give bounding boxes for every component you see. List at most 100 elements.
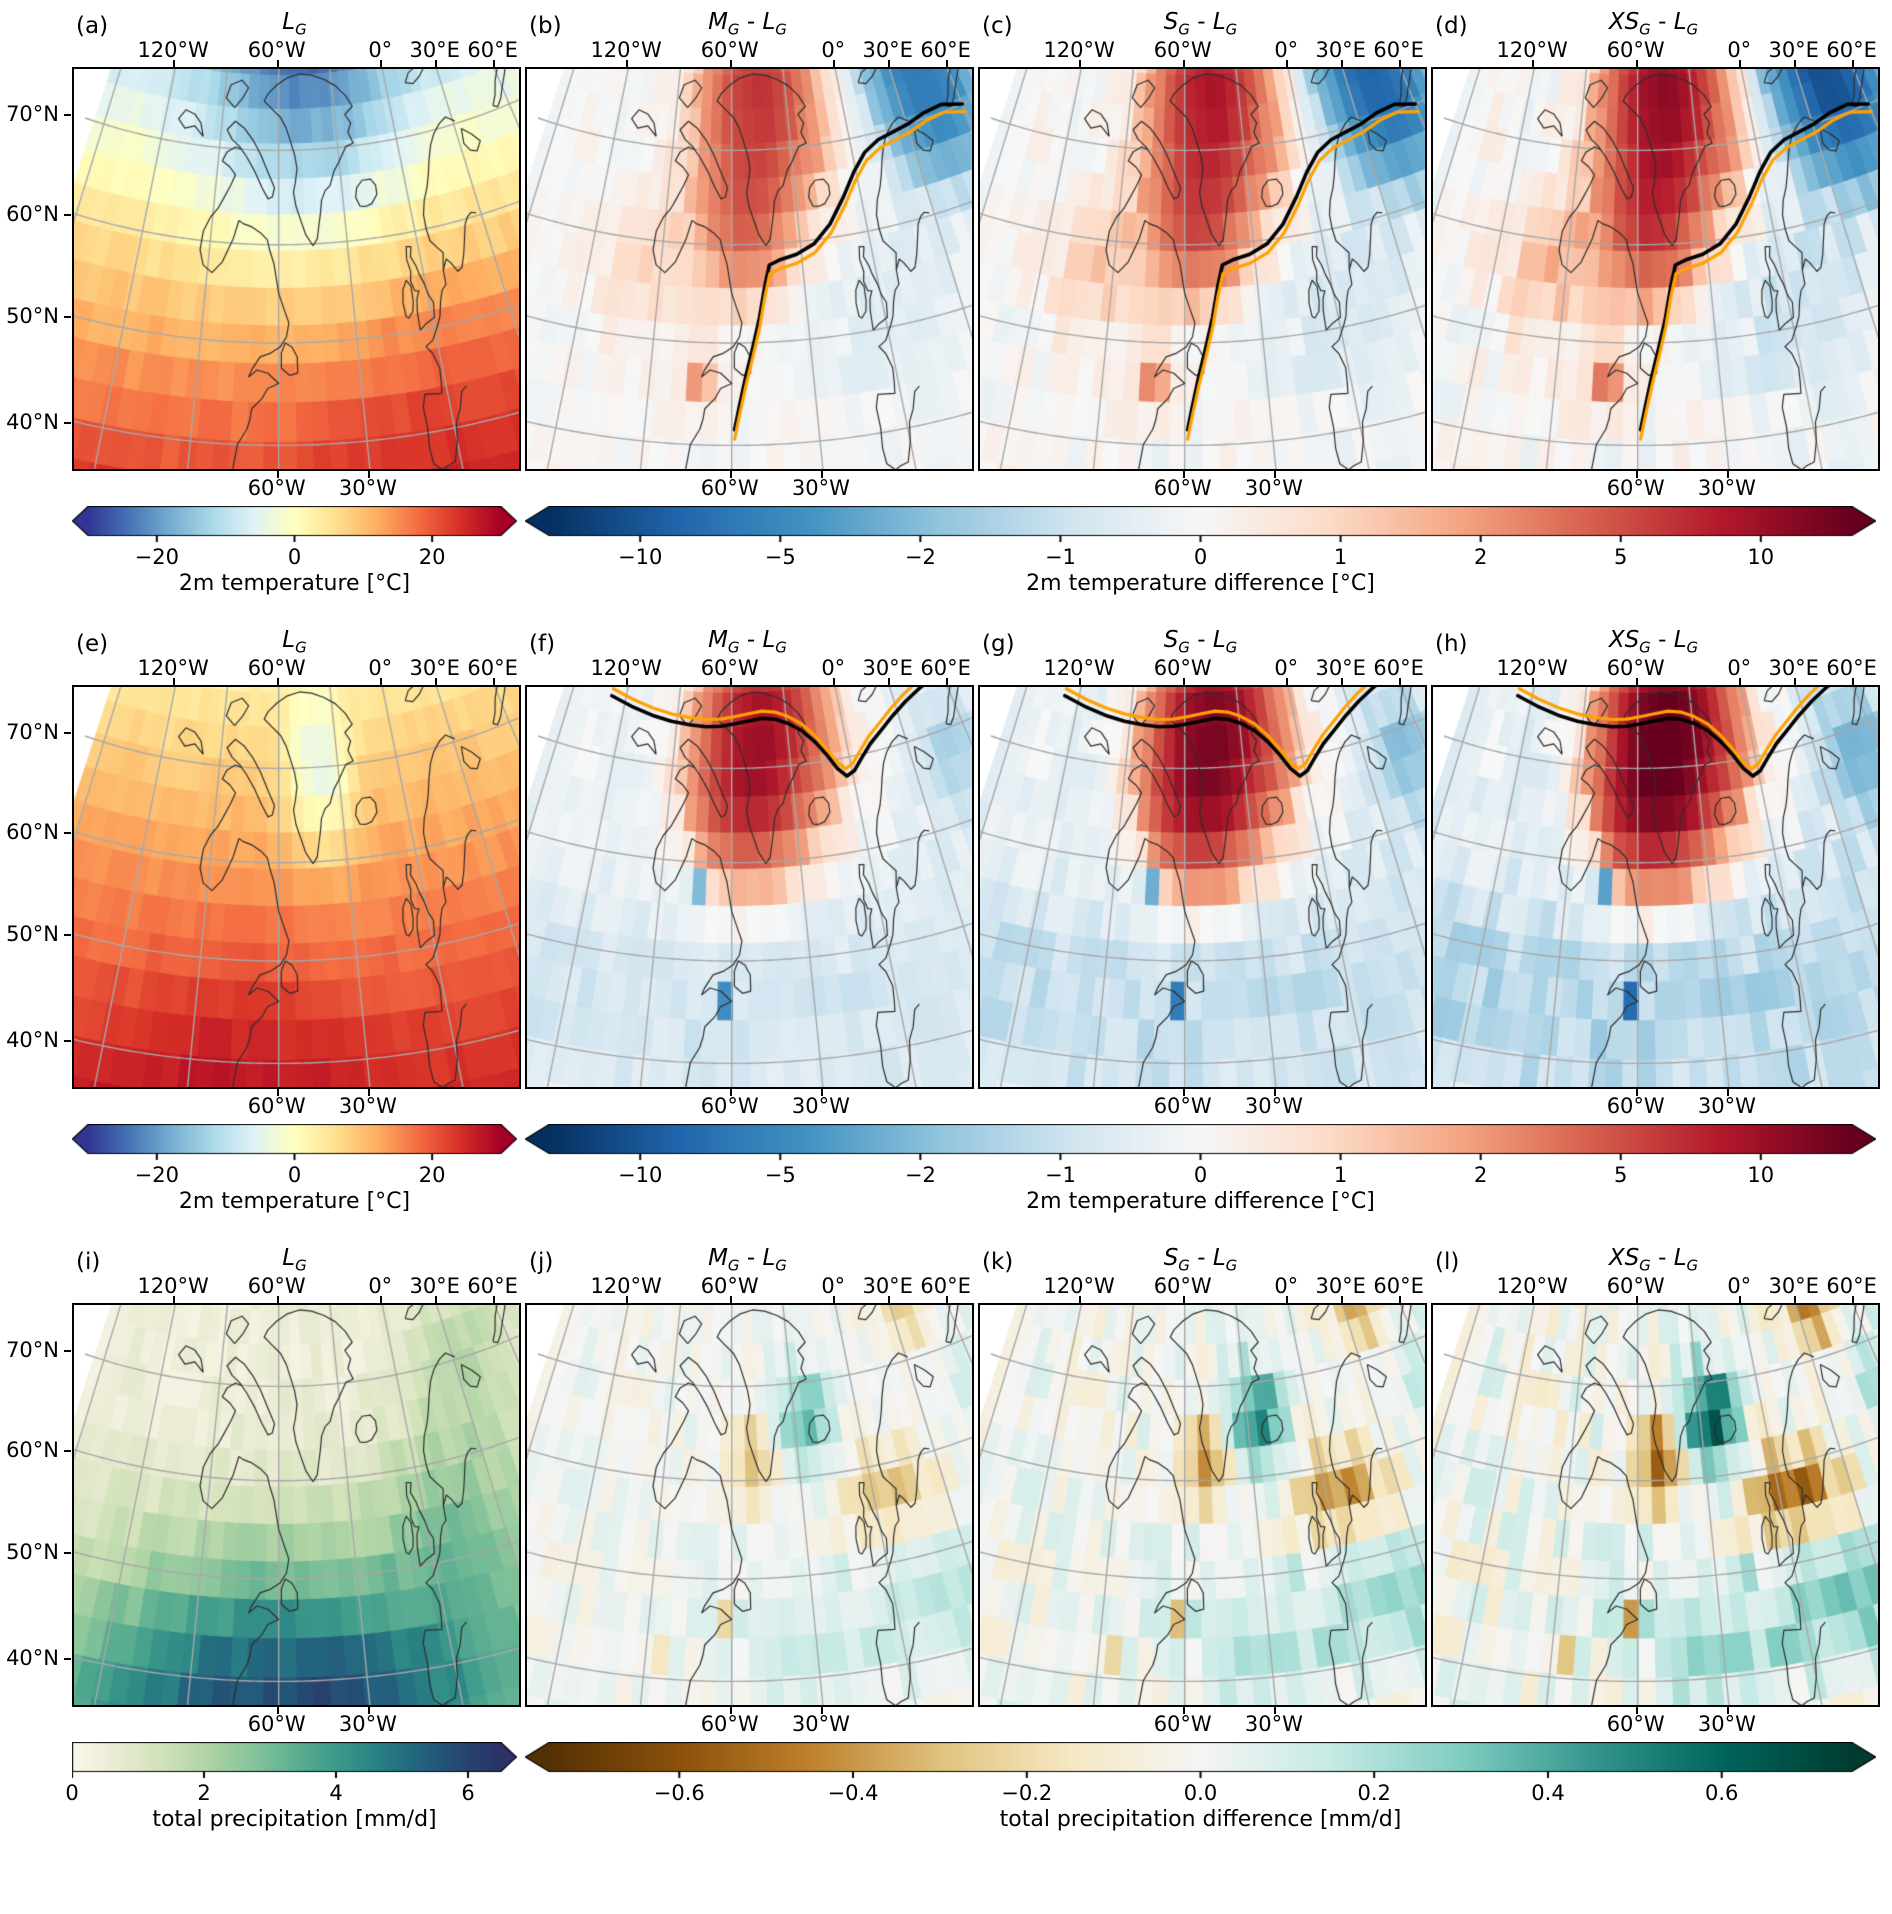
panel-letter: (l) <box>1435 1249 1460 1275</box>
colorbar-temp_diff-row2-canvas <box>525 1124 1876 1162</box>
panel-j: (j) MG - LG 120°W 60°W 0° 30°E 60°E 60°W 30°W <box>525 1244 974 1736</box>
panel-header: (j) MG - LG <box>525 1244 970 1276</box>
lat-tick-label: 60°N <box>6 1437 59 1462</box>
longitude-axis-top: 120°W 60°W 0° 30°E 60°E <box>1431 1274 1877 1303</box>
lon-tick-label: 120°W <box>590 38 662 62</box>
panel-b: (b) MG - LG 120°W 60°W 0° 30°E 60°E 60°W 30°W <box>525 8 974 500</box>
lon-tick-label: 60°W <box>700 476 759 500</box>
panel-header: (h) XSG - LG <box>1431 626 1876 658</box>
longitude-axis-top: 120°W 60°W 0° 30°E 60°E <box>72 38 518 67</box>
lat-tick-mark <box>64 1657 71 1660</box>
colorbar-temp_abs-row2-canvas <box>72 1124 517 1162</box>
colorbar-precip_diff-row3-canvas <box>525 1742 1876 1780</box>
colorbar-temp_diff-row1-title: 2m temperature difference [°C] <box>1026 571 1375 596</box>
longitude-axis-bottom: 60°W 30°W <box>525 1089 970 1118</box>
lon-tick-mark <box>434 60 437 67</box>
panel-title: MG - LG <box>525 627 970 657</box>
longitude-axis-top: 120°W 60°W 0° 30°E 60°E <box>1431 38 1877 67</box>
title-subscript: G <box>1639 1257 1651 1275</box>
colorbar-tick-label: −1 <box>1044 1163 1076 1187</box>
lon-tick-mark <box>1340 60 1343 67</box>
colorbar-precip_diff-row3-ticks: −0.6 −0.4 −0.2 0.0 0.2 0.4 0.6 <box>525 1780 1876 1806</box>
lon-tick-mark <box>1182 1089 1185 1096</box>
colorbar-tick-label: 5 <box>1614 1163 1628 1187</box>
map-frame <box>72 67 521 471</box>
lon-tick-label: 60°E <box>1373 1274 1424 1298</box>
lon-tick-label: 30°W <box>791 1712 850 1736</box>
colorbar-tick-label: 0.2 <box>1357 1781 1391 1805</box>
lon-tick-mark <box>1793 678 1796 685</box>
map-canvas-f <box>527 687 972 1087</box>
title-subscript: G <box>1686 639 1699 657</box>
title-separator: - <box>1189 627 1213 654</box>
lon-tick-mark <box>1793 1296 1796 1303</box>
lon-tick-mark <box>945 1296 948 1303</box>
lon-tick-mark <box>729 678 732 685</box>
colorbar-precip_abs-row3-canvas <box>72 1742 517 1780</box>
lon-tick-label: 0° <box>1274 656 1299 680</box>
lon-tick-mark <box>820 471 823 478</box>
colorbar-tick-label: 0.0 <box>1183 1781 1218 1805</box>
lat-tick-mark <box>64 732 71 735</box>
title-letter: XS <box>1608 627 1640 654</box>
lon-tick-mark <box>492 1296 495 1303</box>
lon-tick-mark <box>1182 1296 1185 1303</box>
colorbar-tick-label: 20 <box>418 1163 446 1187</box>
lon-tick-label: 30°E <box>1315 38 1366 62</box>
panel-letter: (c) <box>982 13 1013 39</box>
lon-tick-label: 60°W <box>247 1094 306 1118</box>
lon-tick-label: 60°W <box>1606 1712 1665 1736</box>
lon-tick-label: 60°E <box>467 1274 518 1298</box>
latitude-axis-row3: 70°N 60°N 50°N 40°N <box>0 1244 72 1734</box>
lon-tick-label: 30°E <box>409 656 460 680</box>
lat-tick-mark <box>64 1449 71 1452</box>
longitude-axis-bottom: 60°W 30°W <box>978 1089 1423 1118</box>
longitude-axis-bottom: 60°W 30°W <box>525 471 970 500</box>
lon-tick-label: 60°W <box>700 38 759 62</box>
map-frame <box>525 67 974 471</box>
panel-a: (a) LG 120°W 60°W 0° 30°E 60°E 60°W 30°W <box>72 8 521 500</box>
lon-tick-label: 60°E <box>467 38 518 62</box>
panel-header: (i) LG <box>72 1244 517 1276</box>
lon-tick-mark <box>1532 678 1535 685</box>
title-subscript: G <box>1639 639 1651 657</box>
lon-tick-mark <box>1635 678 1638 685</box>
colorbar-tick-label: 5 <box>1614 545 1628 569</box>
lon-tick-mark <box>1340 1296 1343 1303</box>
title-letter: L <box>282 627 296 654</box>
title-subscript: G <box>1686 21 1699 39</box>
panel-header: (a) LG <box>72 8 517 40</box>
lon-tick-label: 120°W <box>590 656 662 680</box>
lon-tick-mark <box>833 60 836 67</box>
lon-tick-label: 60°E <box>920 38 971 62</box>
panel-letter: (h) <box>1435 631 1468 657</box>
lon-tick-mark <box>945 60 948 67</box>
title-subscript: G <box>727 21 740 39</box>
lat-tick-mark <box>64 933 71 936</box>
lon-tick-label: 120°W <box>590 1274 662 1298</box>
lon-tick-label: 60°E <box>1826 1274 1877 1298</box>
lon-tick-mark <box>1532 60 1535 67</box>
colorbar-temp_diff-row1-ticks: −10 −5 −2 −1 0 1 2 5 10 <box>525 544 1876 570</box>
colorbar-row-2: −20 0 20 2m temperature [°C] −10 −5 −2 −1 0 1 2 5 10… <box>0 1124 1892 1214</box>
title-subscript: G <box>775 639 787 657</box>
colorbar-temp_diff-row1-canvas <box>525 506 1876 544</box>
longitude-axis-bottom: 60°W 30°W <box>1431 1089 1876 1118</box>
panel-g: (g) SG - LG 120°W 60°W 0° 30°E 60°E 60°W 30°W <box>978 626 1427 1118</box>
panel-letter: (g) <box>982 631 1015 657</box>
colorbar-tick-label: 1 <box>1333 1163 1348 1187</box>
panel-header: (g) SG - LG <box>978 626 1423 658</box>
panel-row-3: 70°N 60°N 50°N 40°N (i) LG 120°W 60°W 0° 30°E 60°E… <box>0 1244 1892 1736</box>
title-subscript: G <box>1225 639 1238 657</box>
lat-tick-mark <box>64 1039 71 1042</box>
panel-header: (b) MG - LG <box>525 8 970 40</box>
lon-tick-label: 60°W <box>1153 1274 1212 1298</box>
lon-tick-label: 30°W <box>1244 1094 1303 1118</box>
longitude-axis-bottom: 60°W 30°W <box>72 1707 517 1736</box>
lat-tick-label: 70°N <box>6 1338 59 1363</box>
panel-title: XSG - LG <box>1431 1245 1876 1275</box>
panel-c: (c) SG - LG 120°W 60°W 0° 30°E 60°E 60°W 30°W <box>978 8 1427 500</box>
title-letter: L <box>282 9 296 36</box>
lon-tick-label: 60°E <box>920 656 971 680</box>
lon-tick-label: 120°W <box>137 38 209 62</box>
